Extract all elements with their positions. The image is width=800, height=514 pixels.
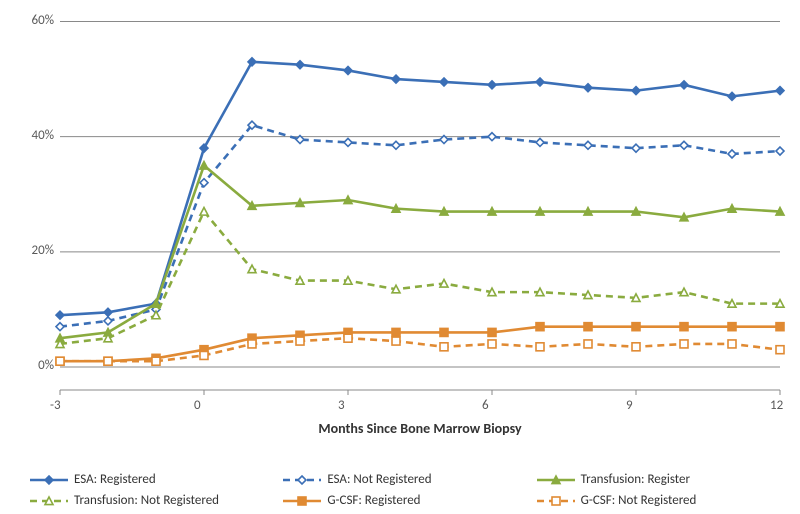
- legend-swatch: [537, 473, 575, 487]
- legend: ESA: Registered ESA: Not Registered Transf…: [30, 472, 770, 508]
- y-tick-label: 0%: [38, 358, 54, 373]
- x-tick-label: -3: [50, 398, 61, 413]
- legend-label: ESA: Registered: [74, 472, 156, 487]
- legend-label: G-CSF: Registered: [327, 493, 420, 508]
- x-tick-label: 3: [338, 398, 345, 413]
- legend-item-trans_notreg: Transfusion: Not Registered: [30, 493, 263, 508]
- legend-item-gcsf_reg: G-CSF: Registered: [283, 493, 516, 508]
- legend-item-esa_reg: ESA: Registered: [30, 472, 263, 487]
- legend-label: ESA: Not Registered: [327, 472, 431, 487]
- x-axis-label: Months Since Bone Marrow Biopsy: [60, 420, 780, 437]
- x-tick-label: 12: [770, 398, 783, 413]
- legend-swatch: [30, 473, 68, 487]
- legend-swatch: [283, 494, 321, 508]
- y-tick-label: 40%: [32, 128, 54, 143]
- legend-label: Transfusion: Not Registered: [74, 493, 219, 508]
- legend-label: G-CSF: Not Registered: [581, 493, 697, 508]
- x-tick-label: 6: [482, 398, 489, 413]
- y-tick-label: 20%: [32, 243, 54, 258]
- legend-swatch: [537, 494, 575, 508]
- legend-item-esa_notreg: ESA: Not Registered: [283, 472, 516, 487]
- x-tick-label: 0: [194, 398, 201, 413]
- legend-swatch: [30, 494, 68, 508]
- legend-label: Transfusion: Register: [581, 472, 690, 487]
- legend-item-trans_reg: Transfusion: Register: [537, 472, 770, 487]
- x-tick-label: 9: [626, 398, 633, 413]
- legend-item-gcsf_notreg: G-CSF: Not Registered: [537, 493, 770, 508]
- line-chart: Months Since Bone Marrow Biopsy ESA: Reg…: [0, 0, 800, 514]
- legend-swatch: [283, 473, 321, 487]
- y-tick-label: 60%: [32, 13, 54, 28]
